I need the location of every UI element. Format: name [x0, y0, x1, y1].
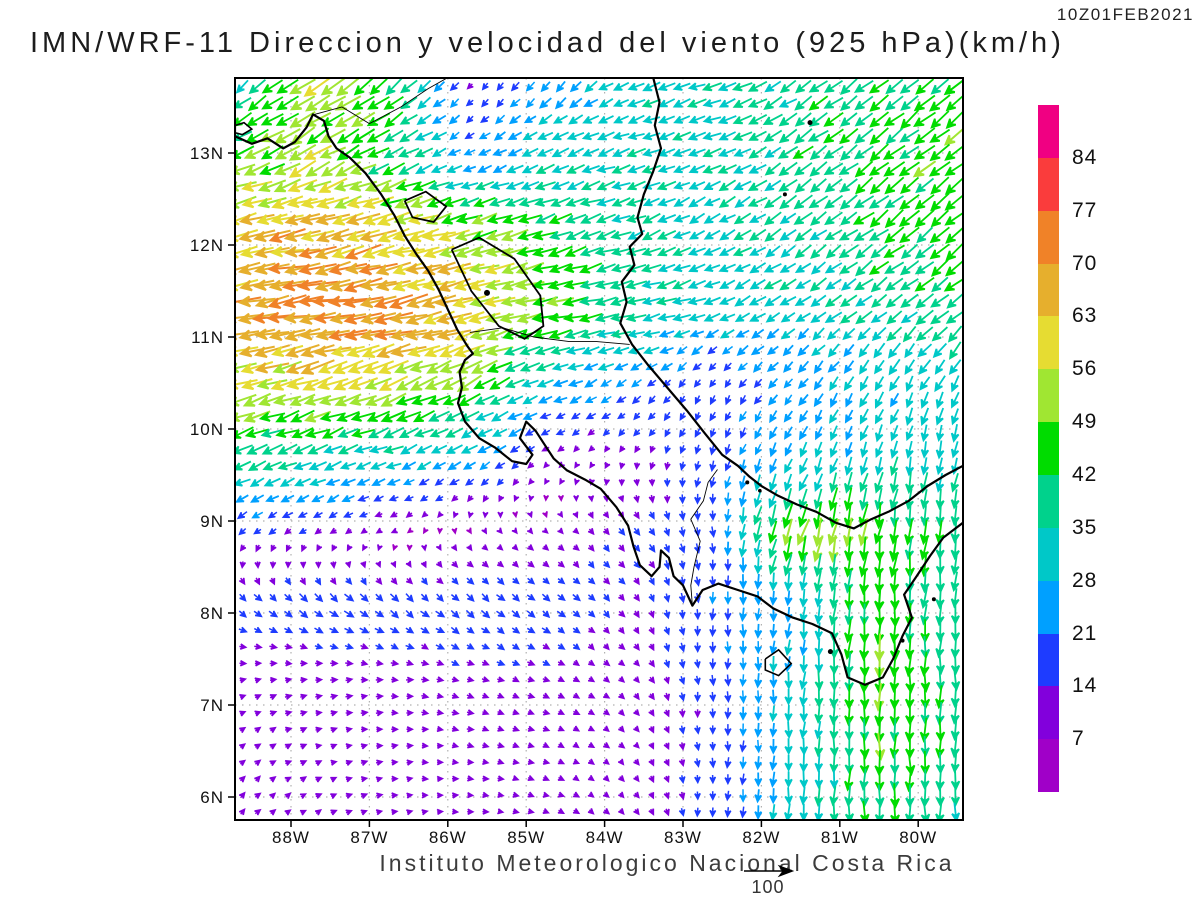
- svg-text:7N: 7N: [200, 696, 224, 715]
- map-frame-axes: 13N 12N 11N 10N 9N 8N 7N 6N 88W 87W 86W 85W 84W 83W 82…: [190, 77, 964, 847]
- svg-text:80W: 80W: [899, 828, 937, 847]
- svg-text:11N: 11N: [191, 328, 224, 347]
- colorbar-segment: [1038, 422, 1059, 476]
- colorbar-segment: [1038, 369, 1059, 423]
- colorbar-segment: [1038, 686, 1059, 740]
- colorbar-segment: [1038, 157, 1059, 212]
- reference-vector: 100: [744, 864, 795, 897]
- colorbar-segment: [1038, 474, 1059, 529]
- svg-text:83W: 83W: [664, 828, 702, 847]
- colorbar-label: 70: [1072, 251, 1098, 275]
- page-title: IMN/WRF-11 Direccion y velocidad del vie…: [30, 27, 1065, 59]
- colorbar-label: 28: [1072, 568, 1098, 592]
- coastlines: [235, 78, 963, 686]
- colorbar-label: 7: [1072, 727, 1085, 751]
- colorbar-label: 84: [1072, 145, 1098, 169]
- svg-text:87W: 87W: [350, 828, 388, 847]
- svg-text:13N: 13N: [190, 144, 224, 163]
- colorbar-segment: [1038, 580, 1059, 634]
- colorbar-segment: [1038, 316, 1059, 370]
- svg-text:12N: 12N: [190, 236, 224, 255]
- svg-text:100: 100: [751, 877, 784, 897]
- svg-text:81W: 81W: [821, 828, 859, 847]
- colorbar-segment: [1038, 633, 1059, 687]
- speed-colorbar: 84 77 70 63 56 49 42 35 28 21 14 7: [1038, 105, 1096, 793]
- svg-text:10N: 10N: [190, 420, 224, 439]
- colorbar-label: 14: [1072, 674, 1098, 698]
- svg-text:88W: 88W: [272, 828, 310, 847]
- colorbar-segment: [1038, 527, 1059, 582]
- valid-time-label: 10Z01FEB2021: [1056, 5, 1194, 24]
- colorbar-label: 42: [1072, 462, 1098, 486]
- svg-text:85W: 85W: [507, 828, 545, 847]
- colorbar-label: 56: [1072, 357, 1098, 381]
- svg-text:6N: 6N: [200, 788, 224, 807]
- colorbar-segment: [1038, 210, 1059, 264]
- colorbar-label: 21: [1072, 621, 1098, 645]
- colorbar-label: 35: [1072, 515, 1098, 539]
- credit-text: Instituto Meteorologico Nacional Costa R…: [379, 850, 955, 876]
- svg-text:9N: 9N: [200, 512, 224, 531]
- svg-text:8N: 8N: [200, 604, 224, 623]
- colorbar-label: 63: [1072, 304, 1098, 328]
- wind-arrows: [235, 78, 963, 820]
- colorbar-segment: [1038, 263, 1059, 317]
- colorbar-segment: [1038, 105, 1059, 159]
- colorbar-segment: [1038, 739, 1059, 793]
- svg-text:82W: 82W: [742, 828, 780, 847]
- svg-text:86W: 86W: [429, 828, 467, 847]
- svg-text:84W: 84W: [586, 828, 624, 847]
- colorbar-label: 49: [1072, 410, 1098, 434]
- colorbar-label: 77: [1072, 198, 1098, 222]
